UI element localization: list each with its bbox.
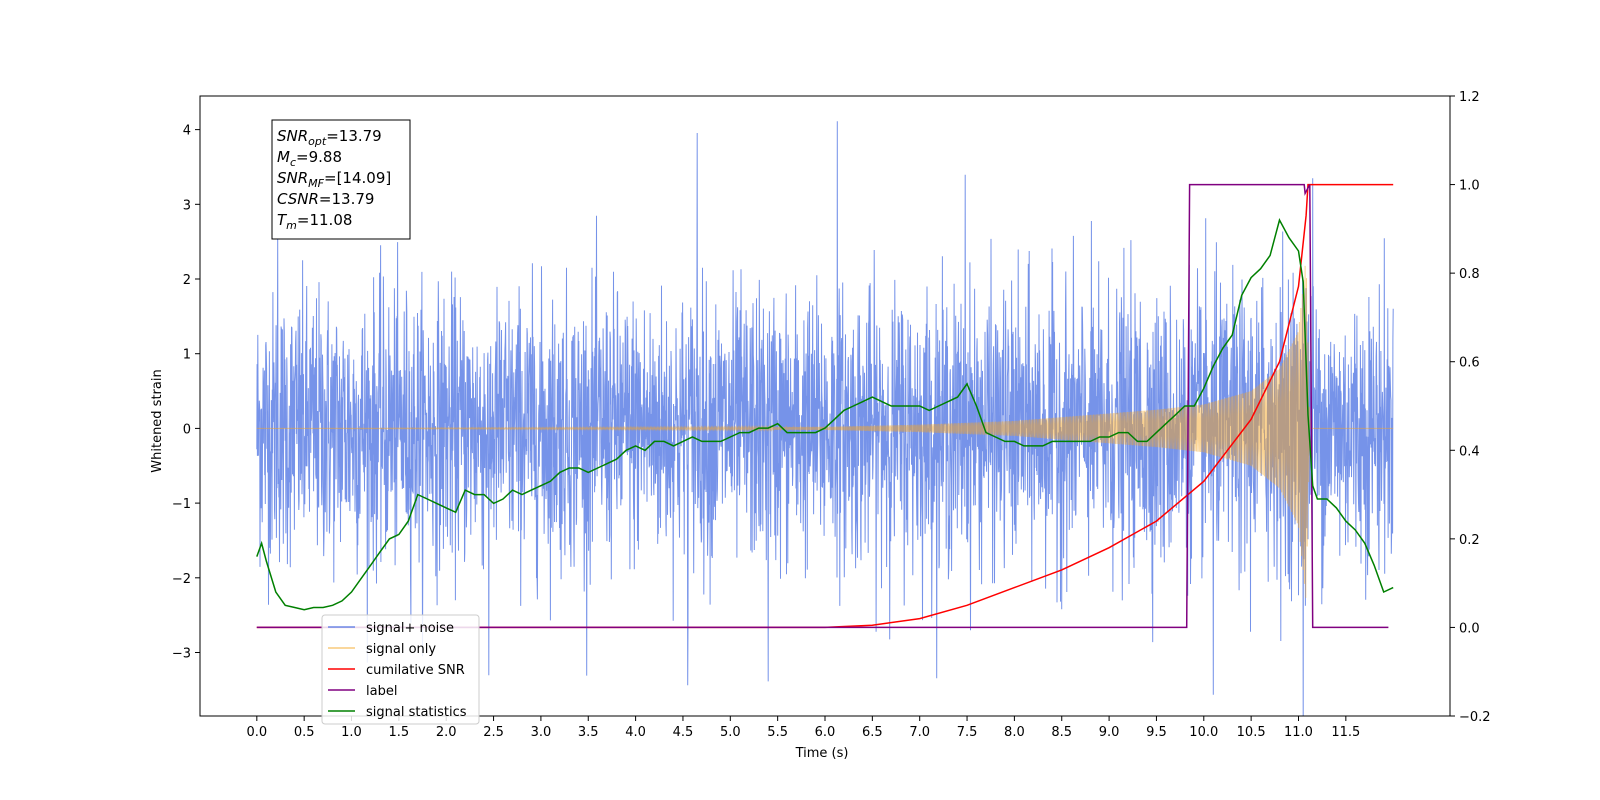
legend-label: signal only — [366, 642, 436, 657]
x-tick-label: 1.0 — [341, 725, 362, 740]
legend-label: label — [366, 684, 397, 699]
series-line-signal-statistics — [256, 217, 1394, 611]
x-tick-label: 0.0 — [246, 725, 267, 740]
annotation-line: Tm=11.08 — [277, 211, 352, 232]
y2-tick-label: 1.2 — [1459, 90, 1480, 105]
x-tick-label: 0.5 — [294, 725, 315, 740]
annotation-line: SNRopt=13.79 — [277, 127, 382, 148]
x-tick-label: 7.0 — [909, 725, 930, 740]
x-tick-label: 1.5 — [389, 725, 410, 740]
y-axis-right: −0.2 0.0 0.2 0.4 0.6 0.8 1.0 1.2 — [1450, 90, 1491, 725]
y-tick-label: −2 — [172, 572, 191, 587]
x-tick-label: 10.5 — [1237, 725, 1266, 740]
x-tick-label: 11.5 — [1331, 725, 1360, 740]
series-line-signal-only — [256, 265, 1394, 598]
legend: signal+ noise signal only cumilative SNR la… — [321, 614, 480, 725]
y-tick-label: 2 — [183, 273, 191, 288]
y-tick-label: 3 — [183, 198, 191, 213]
x-axis-label: Time (s) — [795, 746, 849, 761]
x-tick-label: 10.0 — [1189, 725, 1218, 740]
y2-tick-label: 0.0 — [1459, 621, 1480, 636]
x-tick-label: 3.0 — [531, 725, 552, 740]
x-tick-label: 9.5 — [1146, 725, 1167, 740]
annotation-frame — [271, 119, 411, 240]
y-tick-label: 0 — [183, 422, 191, 437]
y-tick-label: 4 — [183, 124, 191, 139]
x-axis: 0.0 0.5 1.0 1.5 2.0 2.5 3.0 3.5 4.0 4.5 5.0 5.5 6.0 6… — [246, 716, 1360, 740]
x-tick-label: 6.0 — [815, 725, 836, 740]
x-tick-label: 8.0 — [1004, 725, 1025, 740]
legend-label: signal+ noise — [366, 621, 454, 636]
x-tick-label: 4.5 — [673, 725, 694, 740]
y2-tick-label: 0.2 — [1459, 533, 1480, 548]
y2-tick-label: 0.8 — [1459, 267, 1480, 282]
y2-tick-label: 0.6 — [1459, 356, 1480, 371]
y-tick-label: −3 — [172, 647, 191, 662]
x-tick-label: 6.5 — [862, 725, 883, 740]
x-tick-label: 2.5 — [483, 725, 504, 740]
x-tick-label: 5.0 — [720, 725, 741, 740]
y-axis-label: Whitened strain — [150, 369, 165, 472]
legend-label: signal statistics — [366, 705, 467, 720]
y-tick-label: 1 — [183, 348, 191, 363]
y2-tick-label: −0.2 — [1459, 710, 1491, 725]
series-line-label — [256, 183, 1389, 629]
plot-area — [256, 121, 1394, 716]
x-tick-label: 5.5 — [767, 725, 788, 740]
stats-annotation-box: SNRopt=13.79Mc=9.88SNRMF=[14.09]CSNR=13.… — [271, 119, 411, 240]
legend-label: cumilative SNR — [366, 663, 465, 678]
x-tick-label: 7.5 — [957, 725, 978, 740]
x-tick-label: 3.5 — [578, 725, 599, 740]
x-tick-label: 11.0 — [1284, 725, 1313, 740]
y2-tick-label: 0.4 — [1459, 444, 1480, 459]
annotation-line: SNRMF=[14.09] — [277, 169, 391, 190]
legend-frame — [321, 614, 480, 725]
y-tick-label: −1 — [172, 497, 191, 512]
y2-tick-label: 1.0 — [1459, 179, 1480, 194]
annotation-line: Mc=9.88 — [277, 148, 342, 169]
x-tick-label: 4.0 — [625, 725, 646, 740]
x-tick-label: 8.5 — [1051, 725, 1072, 740]
x-tick-label: 9.0 — [1099, 725, 1120, 740]
y-axis-left: −3 −2 −1 0 1 2 3 4 — [172, 124, 200, 662]
x-tick-label: 2.0 — [436, 725, 457, 740]
series-line-cumulative-snr — [256, 183, 1394, 629]
annotation-line: CSNR=13.79 — [277, 190, 374, 208]
